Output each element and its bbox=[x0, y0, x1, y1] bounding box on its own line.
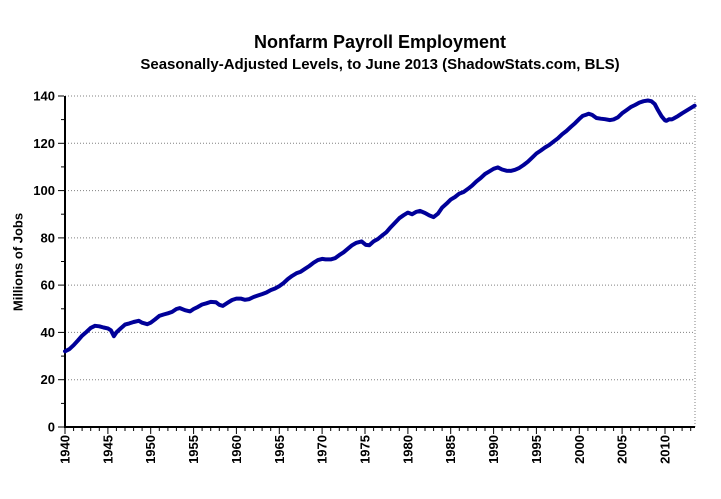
x-tick-label: 2000 bbox=[572, 435, 587, 464]
x-tick-label: 1945 bbox=[100, 435, 115, 464]
x-tick-labels: 1940 1945 1950 1955 1960 1965 1970 1975 1980 1985… bbox=[58, 435, 673, 464]
x-tick-label: 1970 bbox=[315, 435, 330, 464]
y-tick-label: 100 bbox=[33, 183, 55, 198]
axis-ticks bbox=[58, 95, 692, 434]
x-tick-label: 1975 bbox=[358, 435, 373, 464]
x-tick-label: 1960 bbox=[229, 435, 244, 464]
y-tick-label: 0 bbox=[48, 420, 55, 435]
chart-title: Nonfarm Payroll Employment bbox=[253, 32, 507, 52]
y-tick-label: 140 bbox=[33, 89, 55, 104]
x-tick-label: 1980 bbox=[400, 435, 415, 464]
x-tick-label: 2010 bbox=[658, 435, 673, 464]
x-tick-label: 1990 bbox=[486, 435, 501, 464]
x-tick-label: 1985 bbox=[443, 435, 458, 464]
chart-subtitle: Seasonally-Adjusted Levels, to June 2013… bbox=[140, 56, 620, 73]
x-tick-label: 1965 bbox=[272, 435, 287, 464]
x-tick-label: 1955 bbox=[186, 435, 201, 464]
y-tick-label: 80 bbox=[41, 230, 55, 245]
y-tick-labels: 0 20 40 60 80 100 120 140 bbox=[33, 89, 55, 435]
y-tick-label: 20 bbox=[41, 372, 55, 387]
x-tick-label: 1940 bbox=[58, 435, 73, 464]
y-tick-label: 40 bbox=[41, 325, 55, 340]
x-tick-label: 1995 bbox=[529, 435, 544, 464]
y-tick-label: 60 bbox=[41, 278, 55, 293]
x-tick-label: 2005 bbox=[615, 435, 630, 464]
x-tick-label: 1950 bbox=[143, 435, 158, 464]
employment-line bbox=[63, 98, 697, 354]
y-tick-label: 120 bbox=[33, 136, 55, 151]
gridlines bbox=[65, 95, 696, 427]
axes bbox=[64, 96, 695, 428]
